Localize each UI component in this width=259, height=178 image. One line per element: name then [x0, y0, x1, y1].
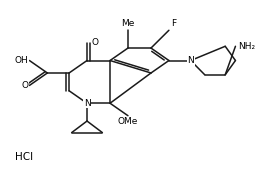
Text: N: N: [84, 99, 90, 108]
Text: NH₂: NH₂: [238, 42, 255, 51]
Text: O: O: [92, 38, 99, 47]
Text: N: N: [187, 56, 194, 65]
Text: Me: Me: [121, 19, 135, 28]
Text: F: F: [171, 19, 176, 28]
Text: OH: OH: [15, 56, 28, 65]
Text: O: O: [21, 81, 28, 90]
Text: OMe: OMe: [118, 117, 138, 127]
Text: HCl: HCl: [15, 152, 33, 162]
